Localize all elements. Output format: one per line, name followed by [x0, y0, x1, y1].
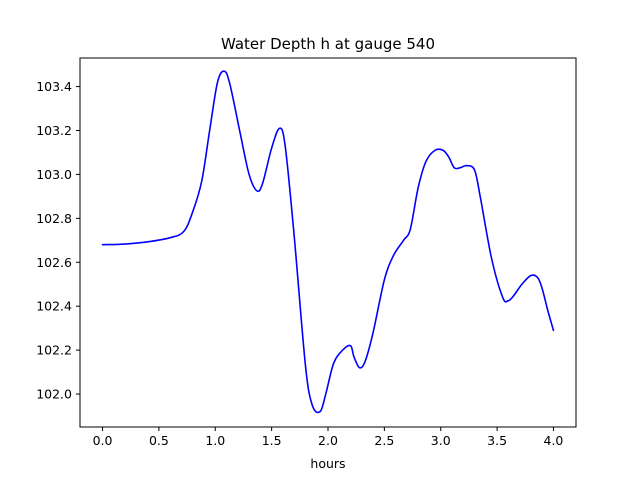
x-tick-label: 0.5: [149, 433, 169, 448]
series-line: [101, 70, 555, 414]
x-tick-label: 2.5: [374, 433, 394, 448]
y-tick-label: 102.4: [36, 299, 72, 314]
x-axis-label: hours: [310, 456, 345, 471]
y-tick-label: 103.2: [36, 123, 72, 138]
y-axis: 102.0 102.2 102.4 102.6 102.8 103.0 103.2 103.4: [36, 79, 80, 402]
plot-frame: [79, 57, 577, 428]
x-axis: 0.0 0.5 1.0 1.5 2.0 2.5 3.0 3.5 4.0: [93, 427, 564, 448]
x-tick-label: 0.0: [93, 433, 113, 448]
x-tick-label: 2.0: [318, 433, 338, 448]
y-tick-label: 102.0: [36, 387, 72, 402]
y-tick-label: 102.6: [36, 255, 72, 270]
x-tick-label: 3.5: [487, 433, 507, 448]
y-tick-label: 103.4: [36, 79, 72, 94]
x-tick-label: 1.0: [205, 433, 225, 448]
x-tick-label: 4.0: [544, 433, 564, 448]
y-tick-label: 103.0: [36, 167, 72, 182]
chart-title: Water Depth h at gauge 540: [221, 35, 435, 53]
x-tick-label: 3.0: [431, 433, 451, 448]
y-tick-label: 102.2: [36, 343, 72, 358]
x-tick-label: 1.5: [262, 433, 282, 448]
y-tick-label: 102.8: [36, 211, 72, 226]
